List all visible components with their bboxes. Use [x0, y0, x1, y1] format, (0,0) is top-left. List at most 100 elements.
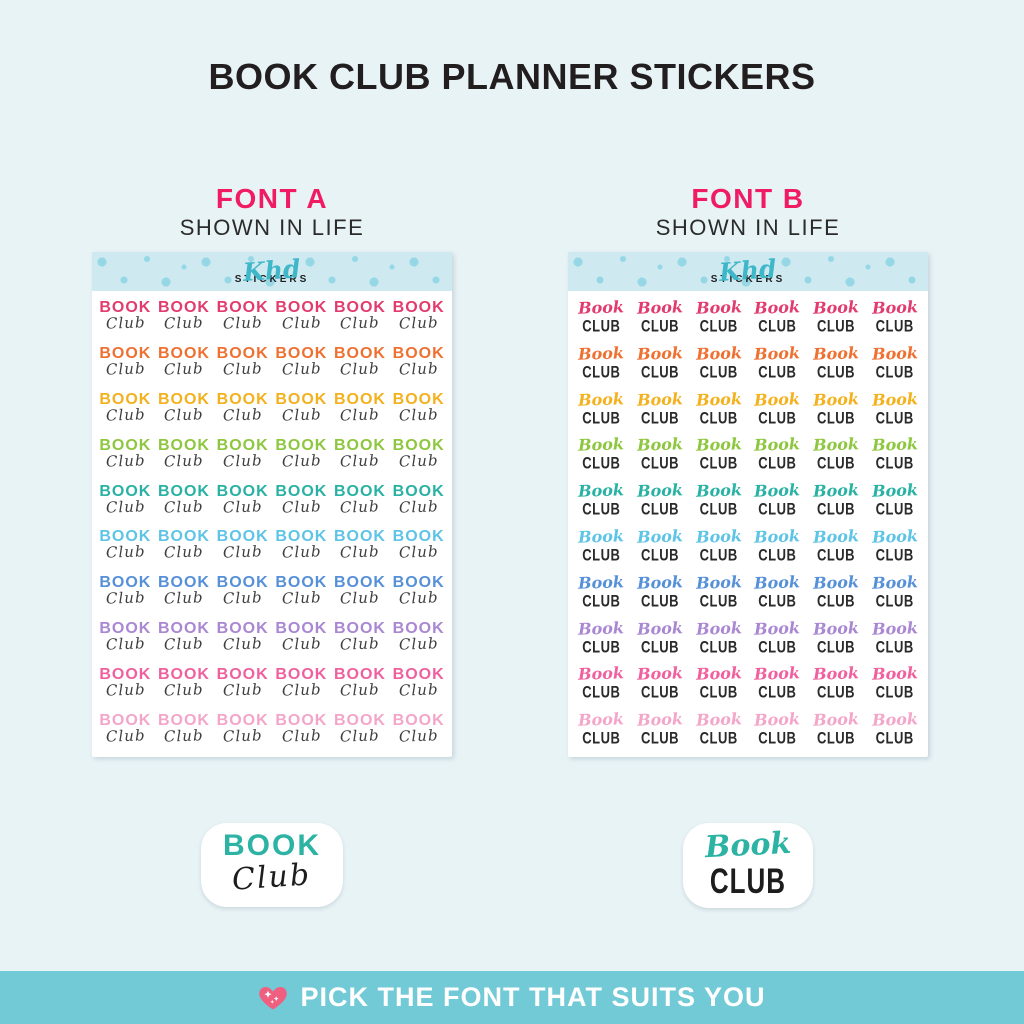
sticker-word-top: Book [871, 526, 918, 547]
sticker-word-top: BOOK [275, 436, 328, 454]
sticker-cell: BOOK Club [96, 339, 155, 385]
sticker-word-top: BOOK [275, 620, 328, 638]
sticker-word-bottom: Club [105, 313, 146, 334]
sticker-word-top: Book [578, 434, 625, 456]
sticker-word-bottom: Club [222, 496, 263, 517]
sticker-cell: BOOK Club [331, 568, 390, 614]
sticker-word-bottom: CLUB [758, 682, 797, 702]
footer-text: PICK THE FONT THAT SUITS YOU [300, 982, 766, 1012]
sticker-cell: BOOK Club [155, 293, 214, 339]
sticker-cell: BOOK Club [155, 568, 214, 614]
sticker-cell: BOOK Club [389, 614, 448, 660]
sticker-word-bottom: CLUB [582, 315, 621, 336]
sticker-word-top: BOOK [275, 528, 328, 546]
sticker-word-top: Book [871, 434, 918, 456]
sticker-word-top: BOOK [392, 299, 445, 317]
sheet-header-band: Khd STICKERS [568, 252, 928, 292]
font-a-column: FONT A SHOWN IN LIFE Khd STICKERS BOOK Cl… [92, 183, 452, 908]
sticker-word-top: BOOK [99, 345, 152, 363]
sticker-cell: Book CLUB [807, 659, 866, 705]
sticker-cell: BOOK Club [272, 705, 331, 751]
sticker-cell: Book CLUB [865, 522, 924, 568]
khd-logo: Khd [242, 254, 302, 288]
sticker-word-top: Book [812, 297, 860, 318]
sticker-word-bottom: CLUB [582, 590, 621, 611]
sticker-word-bottom: Club [281, 542, 322, 563]
sticker-word-top: Book [695, 526, 742, 547]
sticker-word-top: Book [636, 526, 684, 547]
sticker-cell: Book CLUB [689, 385, 748, 431]
sticker-word-top: BOOK [392, 711, 445, 729]
sticker-word-bottom: Club [105, 405, 146, 425]
sticker-word-top: BOOK [99, 436, 152, 454]
sticker-word-bottom: CLUB [758, 727, 797, 748]
sticker-cell: BOOK Club [155, 385, 214, 431]
sticker-cell: BOOK Club [272, 659, 331, 705]
sticker-word-bottom: Club [281, 405, 322, 425]
sticker-word-top: Book [812, 434, 860, 456]
sticker-word-top: Book [636, 388, 684, 410]
sticker-word-top: BOOK [333, 391, 386, 409]
sticker-word-top: BOOK [333, 711, 386, 729]
sticker-word-bottom: Club [339, 313, 381, 334]
sticker-word-bottom: CLUB [582, 636, 621, 656]
sticker-word-bottom: CLUB [758, 453, 797, 473]
sticker-word-top: BOOK [216, 665, 269, 683]
sticker-word-bottom: Club [105, 359, 146, 379]
sticker-cell: Book CLUB [572, 659, 631, 705]
sticker-word-bottom: CLUB [875, 544, 914, 565]
sticker-word-bottom: CLUB [699, 636, 738, 656]
sticker-cell: BOOK Club [213, 705, 272, 751]
sticker-cell: BOOK Club [272, 476, 331, 522]
sticker-cell: BOOK Club [331, 385, 390, 431]
sticker-cell: Book CLUB [689, 659, 748, 705]
sticker-word-bottom: Club [163, 496, 205, 517]
sticker-word-bottom: Club [105, 588, 146, 608]
sticker-cell: Book CLUB [865, 339, 924, 385]
sticker-word-top: Book [754, 709, 801, 730]
sticker-word-top: BOOK [333, 528, 386, 546]
sticker-word-bottom: Club [339, 725, 381, 746]
sticker-word-bottom: CLUB [758, 544, 797, 565]
sticker-cell: BOOK Club [389, 385, 448, 431]
sticker-word-top: BOOK [216, 436, 269, 454]
sticker-word-top: BOOK [392, 665, 445, 683]
sticker-word-bottom: Club [105, 725, 146, 746]
sticker-word-bottom: CLUB [816, 315, 856, 336]
sticker-word-bottom: Club [222, 405, 263, 425]
sticker-word-bottom: CLUB [699, 590, 738, 611]
sticker-cell: BOOK Club [331, 705, 390, 751]
sticker-cell: BOOK Club [331, 614, 390, 660]
sticker-word-top: Book [695, 663, 742, 685]
sticker-word-top: Book [754, 342, 801, 364]
sticker-word-bottom: Club [163, 634, 205, 654]
page-title: BOOK CLUB PLANNER STICKERS [208, 56, 816, 97]
brand-logo: Khd STICKERS [235, 254, 310, 288]
sticker-word-bottom: Club [105, 496, 146, 517]
sticker-word-bottom: Club [339, 634, 381, 654]
sticker-cell: Book CLUB [631, 293, 690, 339]
sticker-cell: Book CLUB [807, 430, 866, 476]
sticker-word-bottom: CLUB [640, 361, 680, 382]
sticker-cell: BOOK Club [96, 568, 155, 614]
sticker-word-top: Book [812, 480, 860, 501]
sticker-word-top: BOOK [275, 345, 328, 363]
sticker-word-bottom: Club [163, 313, 205, 334]
sticker-word-bottom: CLUB [640, 590, 680, 611]
sticker-word-bottom: CLUB [699, 315, 738, 336]
sticker-word-top: BOOK [333, 574, 386, 592]
sticker-word-top: Book [812, 388, 860, 410]
sticker-word-bottom: CLUB [640, 453, 680, 473]
sticker-word-bottom: CLUB [816, 544, 856, 565]
sticker-grid-font-a: BOOK Club BOOK Club BOOK Club BOOK Club BOOK Club… [92, 291, 452, 757]
sticker-cell: Book CLUB [865, 659, 924, 705]
sticker-cell: Book CLUB [631, 705, 690, 751]
sticker-cell: BOOK Club [213, 476, 272, 522]
sticker-grid-font-b: Book CLUB Book CLUB Book CLUB Book CLUB Book CLUB… [568, 291, 928, 757]
sticker-word-top: BOOK [275, 711, 328, 729]
sticker-word-top: BOOK [157, 574, 210, 592]
sticker-word-bottom: CLUB [875, 315, 914, 336]
sticker-cell: BOOK Club [389, 522, 448, 568]
sticker-word-top: Book [812, 663, 860, 685]
sticker-cell: BOOK Club [389, 430, 448, 476]
